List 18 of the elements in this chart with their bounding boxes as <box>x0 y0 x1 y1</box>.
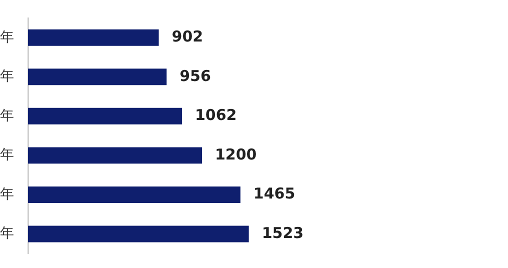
y-tick-label: 年 <box>0 29 14 46</box>
bar <box>28 186 240 203</box>
y-tick-label: 年 <box>0 108 14 124</box>
y-tick-label: 年 <box>0 68 14 85</box>
data-label: 1523 <box>262 224 304 242</box>
y-tick-label: 年 <box>0 147 14 164</box>
data-label: 1465 <box>253 184 296 203</box>
data-label: 1062 <box>194 106 237 124</box>
bar <box>28 147 202 164</box>
bar <box>28 29 159 46</box>
y-tick-label: 年 <box>0 186 14 202</box>
data-label: 956 <box>180 66 211 85</box>
bar <box>28 226 249 242</box>
bar <box>28 108 182 124</box>
data-label: 1200 <box>215 145 257 164</box>
bar <box>28 68 167 86</box>
y-tick-label: 年 <box>0 226 14 242</box>
data-label: 902 <box>172 28 204 46</box>
